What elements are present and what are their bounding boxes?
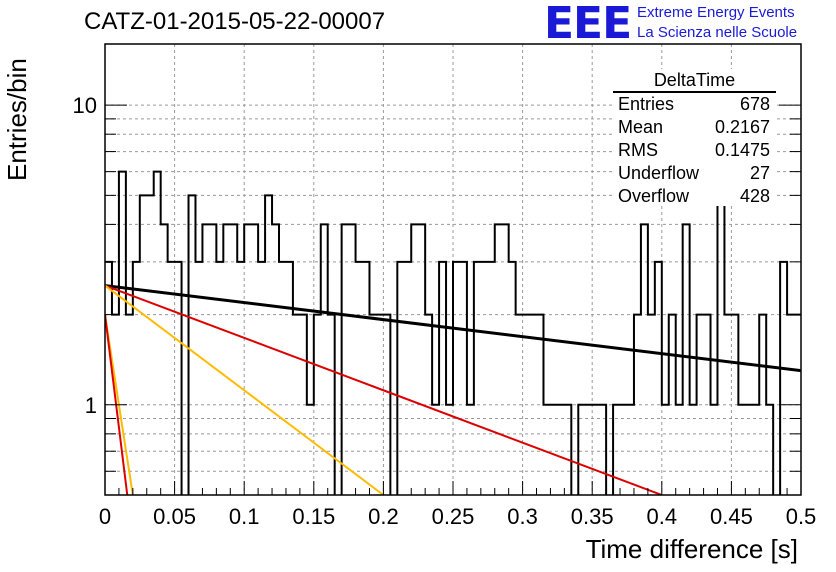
fit-curve-red (105, 284, 663, 495)
stats-name: DeltaTime (613, 70, 776, 93)
y-axis-label: Entries/bin (2, 58, 32, 181)
fit-curve-black (105, 284, 801, 373)
stats-box: DeltaTime Entries 678 Mean 0.2167 RMS 0.147… (613, 70, 776, 208)
x-tick-label: 0.35 (571, 504, 614, 529)
x-tick-label: 0.05 (153, 504, 196, 529)
eee-logo: EEE (544, 0, 632, 49)
x-tick-label: 0.45 (710, 504, 753, 529)
x-axis-label: Time difference [s] (585, 534, 798, 564)
y-tick-label: 10 (73, 93, 97, 118)
plot-title: CATZ-01-2015-05-22-00007 (84, 8, 386, 35)
stats-row: Mean 0.2167 (618, 117, 770, 137)
y-tick-label: 1 (85, 393, 97, 418)
x-tick-label: 0.5 (786, 504, 817, 529)
x-tick-label: 0 (99, 504, 111, 529)
x-tick-label: 0.3 (507, 504, 538, 529)
stats-row: Entries 678 (618, 94, 770, 114)
x-tick-label: 0.2 (368, 504, 399, 529)
x-tick-label: 0.15 (292, 504, 335, 529)
stats-row: Underflow 27 (618, 163, 770, 183)
x-tick-label: 0.25 (432, 504, 475, 529)
histogram-line (105, 117, 801, 495)
stats-row: RMS 0.1475 (618, 140, 770, 160)
x-tick-label: 0.4 (647, 504, 678, 529)
stats-row: Overflow 428 (618, 186, 770, 206)
logo-line-1: Extreme Energy Events (637, 4, 795, 21)
logo-line-2: La Scienza nelle Scuole (637, 24, 798, 41)
fit-curve-orange (105, 284, 385, 495)
x-tick-label: 0.1 (229, 504, 260, 529)
